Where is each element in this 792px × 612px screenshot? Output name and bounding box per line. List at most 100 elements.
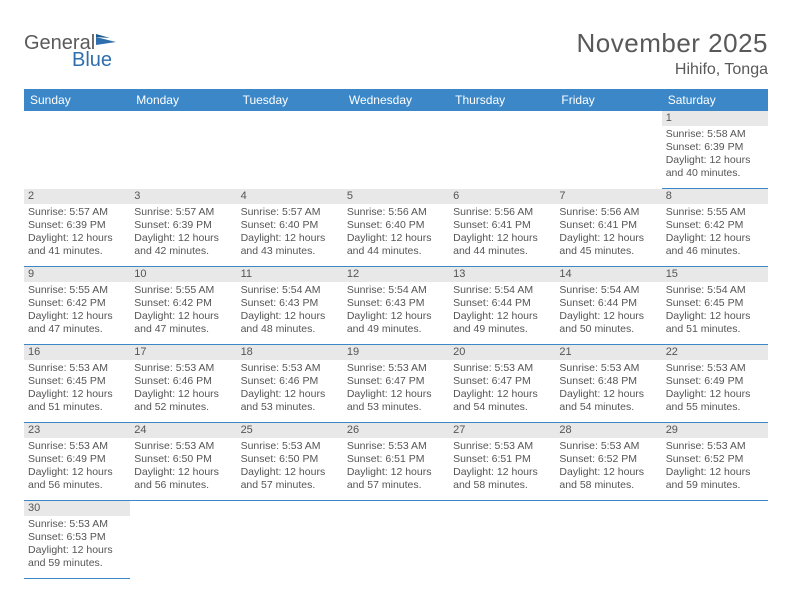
day-number: 1 (662, 111, 768, 126)
calendar-cell (449, 111, 555, 189)
calendar-cell (237, 111, 343, 189)
day-header: Sunday (24, 89, 130, 111)
calendar-cell: 28Sunrise: 5:53 AMSunset: 6:52 PMDayligh… (555, 423, 661, 501)
day-details: Sunrise: 5:55 AMSunset: 6:42 PMDaylight:… (130, 282, 236, 340)
day-number: 18 (237, 345, 343, 360)
day-details: Sunrise: 5:53 AMSunset: 6:51 PMDaylight:… (449, 438, 555, 496)
day-number: 24 (130, 423, 236, 438)
calendar-cell: 30Sunrise: 5:53 AMSunset: 6:53 PMDayligh… (24, 501, 130, 579)
day-details: Sunrise: 5:54 AMSunset: 6:44 PMDaylight:… (449, 282, 555, 340)
day-number: 8 (662, 189, 768, 204)
day-number: 9 (24, 267, 130, 282)
day-number: 29 (662, 423, 768, 438)
day-details: Sunrise: 5:53 AMSunset: 6:47 PMDaylight:… (449, 360, 555, 418)
logo-text-2: Blue (72, 49, 120, 72)
day-details: Sunrise: 5:56 AMSunset: 6:41 PMDaylight:… (555, 204, 661, 262)
day-number: 27 (449, 423, 555, 438)
calendar-cell: 20Sunrise: 5:53 AMSunset: 6:47 PMDayligh… (449, 345, 555, 423)
calendar-table: SundayMondayTuesdayWednesdayThursdayFrid… (24, 89, 768, 579)
logo: GeneralBlue (24, 32, 120, 72)
calendar-cell (237, 501, 343, 579)
calendar-cell: 25Sunrise: 5:53 AMSunset: 6:50 PMDayligh… (237, 423, 343, 501)
calendar-cell: 24Sunrise: 5:53 AMSunset: 6:50 PMDayligh… (130, 423, 236, 501)
day-details: Sunrise: 5:53 AMSunset: 6:46 PMDaylight:… (237, 360, 343, 418)
day-details: Sunrise: 5:53 AMSunset: 6:50 PMDaylight:… (130, 438, 236, 496)
day-details: Sunrise: 5:58 AMSunset: 6:39 PMDaylight:… (662, 126, 768, 184)
header: GeneralBlue November 2025 Hihifo, Tonga (24, 28, 768, 79)
calendar-cell (24, 111, 130, 189)
day-header: Wednesday (343, 89, 449, 111)
day-header: Saturday (662, 89, 768, 111)
day-details: Sunrise: 5:54 AMSunset: 6:43 PMDaylight:… (343, 282, 449, 340)
calendar-cell: 3Sunrise: 5:57 AMSunset: 6:39 PMDaylight… (130, 189, 236, 267)
day-number: 30 (24, 501, 130, 516)
calendar-cell (343, 111, 449, 189)
calendar-cell: 2Sunrise: 5:57 AMSunset: 6:39 PMDaylight… (24, 189, 130, 267)
calendar-cell (449, 501, 555, 579)
calendar-cell: 18Sunrise: 5:53 AMSunset: 6:46 PMDayligh… (237, 345, 343, 423)
calendar-cell: 29Sunrise: 5:53 AMSunset: 6:52 PMDayligh… (662, 423, 768, 501)
day-number: 3 (130, 189, 236, 204)
day-header: Friday (555, 89, 661, 111)
day-number: 15 (662, 267, 768, 282)
day-details: Sunrise: 5:54 AMSunset: 6:44 PMDaylight:… (555, 282, 661, 340)
month-title: November 2025 (577, 28, 769, 59)
day-details: Sunrise: 5:57 AMSunset: 6:40 PMDaylight:… (237, 204, 343, 262)
calendar-cell (343, 501, 449, 579)
calendar-cell: 5Sunrise: 5:56 AMSunset: 6:40 PMDaylight… (343, 189, 449, 267)
day-number: 25 (237, 423, 343, 438)
day-header: Monday (130, 89, 236, 111)
calendar-cell: 13Sunrise: 5:54 AMSunset: 6:44 PMDayligh… (449, 267, 555, 345)
day-details: Sunrise: 5:54 AMSunset: 6:45 PMDaylight:… (662, 282, 768, 340)
day-number: 7 (555, 189, 661, 204)
day-number: 21 (555, 345, 661, 360)
day-details: Sunrise: 5:53 AMSunset: 6:52 PMDaylight:… (555, 438, 661, 496)
day-number: 12 (343, 267, 449, 282)
calendar-cell: 27Sunrise: 5:53 AMSunset: 6:51 PMDayligh… (449, 423, 555, 501)
day-details: Sunrise: 5:53 AMSunset: 6:45 PMDaylight:… (24, 360, 130, 418)
day-number: 6 (449, 189, 555, 204)
day-number: 13 (449, 267, 555, 282)
day-number: 16 (24, 345, 130, 360)
day-number: 5 (343, 189, 449, 204)
day-details: Sunrise: 5:53 AMSunset: 6:49 PMDaylight:… (662, 360, 768, 418)
day-header: Tuesday (237, 89, 343, 111)
day-details: Sunrise: 5:53 AMSunset: 6:51 PMDaylight:… (343, 438, 449, 496)
day-details: Sunrise: 5:53 AMSunset: 6:50 PMDaylight:… (237, 438, 343, 496)
calendar-cell: 15Sunrise: 5:54 AMSunset: 6:45 PMDayligh… (662, 267, 768, 345)
day-number: 11 (237, 267, 343, 282)
calendar-cell: 7Sunrise: 5:56 AMSunset: 6:41 PMDaylight… (555, 189, 661, 267)
calendar-cell: 26Sunrise: 5:53 AMSunset: 6:51 PMDayligh… (343, 423, 449, 501)
calendar-cell: 19Sunrise: 5:53 AMSunset: 6:47 PMDayligh… (343, 345, 449, 423)
day-details: Sunrise: 5:53 AMSunset: 6:53 PMDaylight:… (24, 516, 130, 574)
calendar-cell: 1Sunrise: 5:58 AMSunset: 6:39 PMDaylight… (662, 111, 768, 189)
day-details: Sunrise: 5:53 AMSunset: 6:46 PMDaylight:… (130, 360, 236, 418)
calendar-cell (130, 501, 236, 579)
calendar-cell (555, 501, 661, 579)
day-details: Sunrise: 5:53 AMSunset: 6:47 PMDaylight:… (343, 360, 449, 418)
day-number: 17 (130, 345, 236, 360)
calendar-cell: 14Sunrise: 5:54 AMSunset: 6:44 PMDayligh… (555, 267, 661, 345)
day-details: Sunrise: 5:54 AMSunset: 6:43 PMDaylight:… (237, 282, 343, 340)
calendar-cell (662, 501, 768, 579)
day-number: 28 (555, 423, 661, 438)
calendar-cell: 17Sunrise: 5:53 AMSunset: 6:46 PMDayligh… (130, 345, 236, 423)
day-number: 22 (662, 345, 768, 360)
calendar-cell: 4Sunrise: 5:57 AMSunset: 6:40 PMDaylight… (237, 189, 343, 267)
calendar-cell: 22Sunrise: 5:53 AMSunset: 6:49 PMDayligh… (662, 345, 768, 423)
day-details: Sunrise: 5:57 AMSunset: 6:39 PMDaylight:… (130, 204, 236, 262)
day-details: Sunrise: 5:53 AMSunset: 6:49 PMDaylight:… (24, 438, 130, 496)
logo-flag-icon (96, 33, 120, 49)
day-number: 4 (237, 189, 343, 204)
day-number: 2 (24, 189, 130, 204)
day-number: 10 (130, 267, 236, 282)
day-details: Sunrise: 5:55 AMSunset: 6:42 PMDaylight:… (24, 282, 130, 340)
day-number: 23 (24, 423, 130, 438)
calendar-cell: 16Sunrise: 5:53 AMSunset: 6:45 PMDayligh… (24, 345, 130, 423)
calendar-cell: 8Sunrise: 5:55 AMSunset: 6:42 PMDaylight… (662, 189, 768, 267)
calendar-cell: 11Sunrise: 5:54 AMSunset: 6:43 PMDayligh… (237, 267, 343, 345)
day-details: Sunrise: 5:56 AMSunset: 6:41 PMDaylight:… (449, 204, 555, 262)
calendar-cell (555, 111, 661, 189)
day-details: Sunrise: 5:55 AMSunset: 6:42 PMDaylight:… (662, 204, 768, 262)
day-number: 26 (343, 423, 449, 438)
